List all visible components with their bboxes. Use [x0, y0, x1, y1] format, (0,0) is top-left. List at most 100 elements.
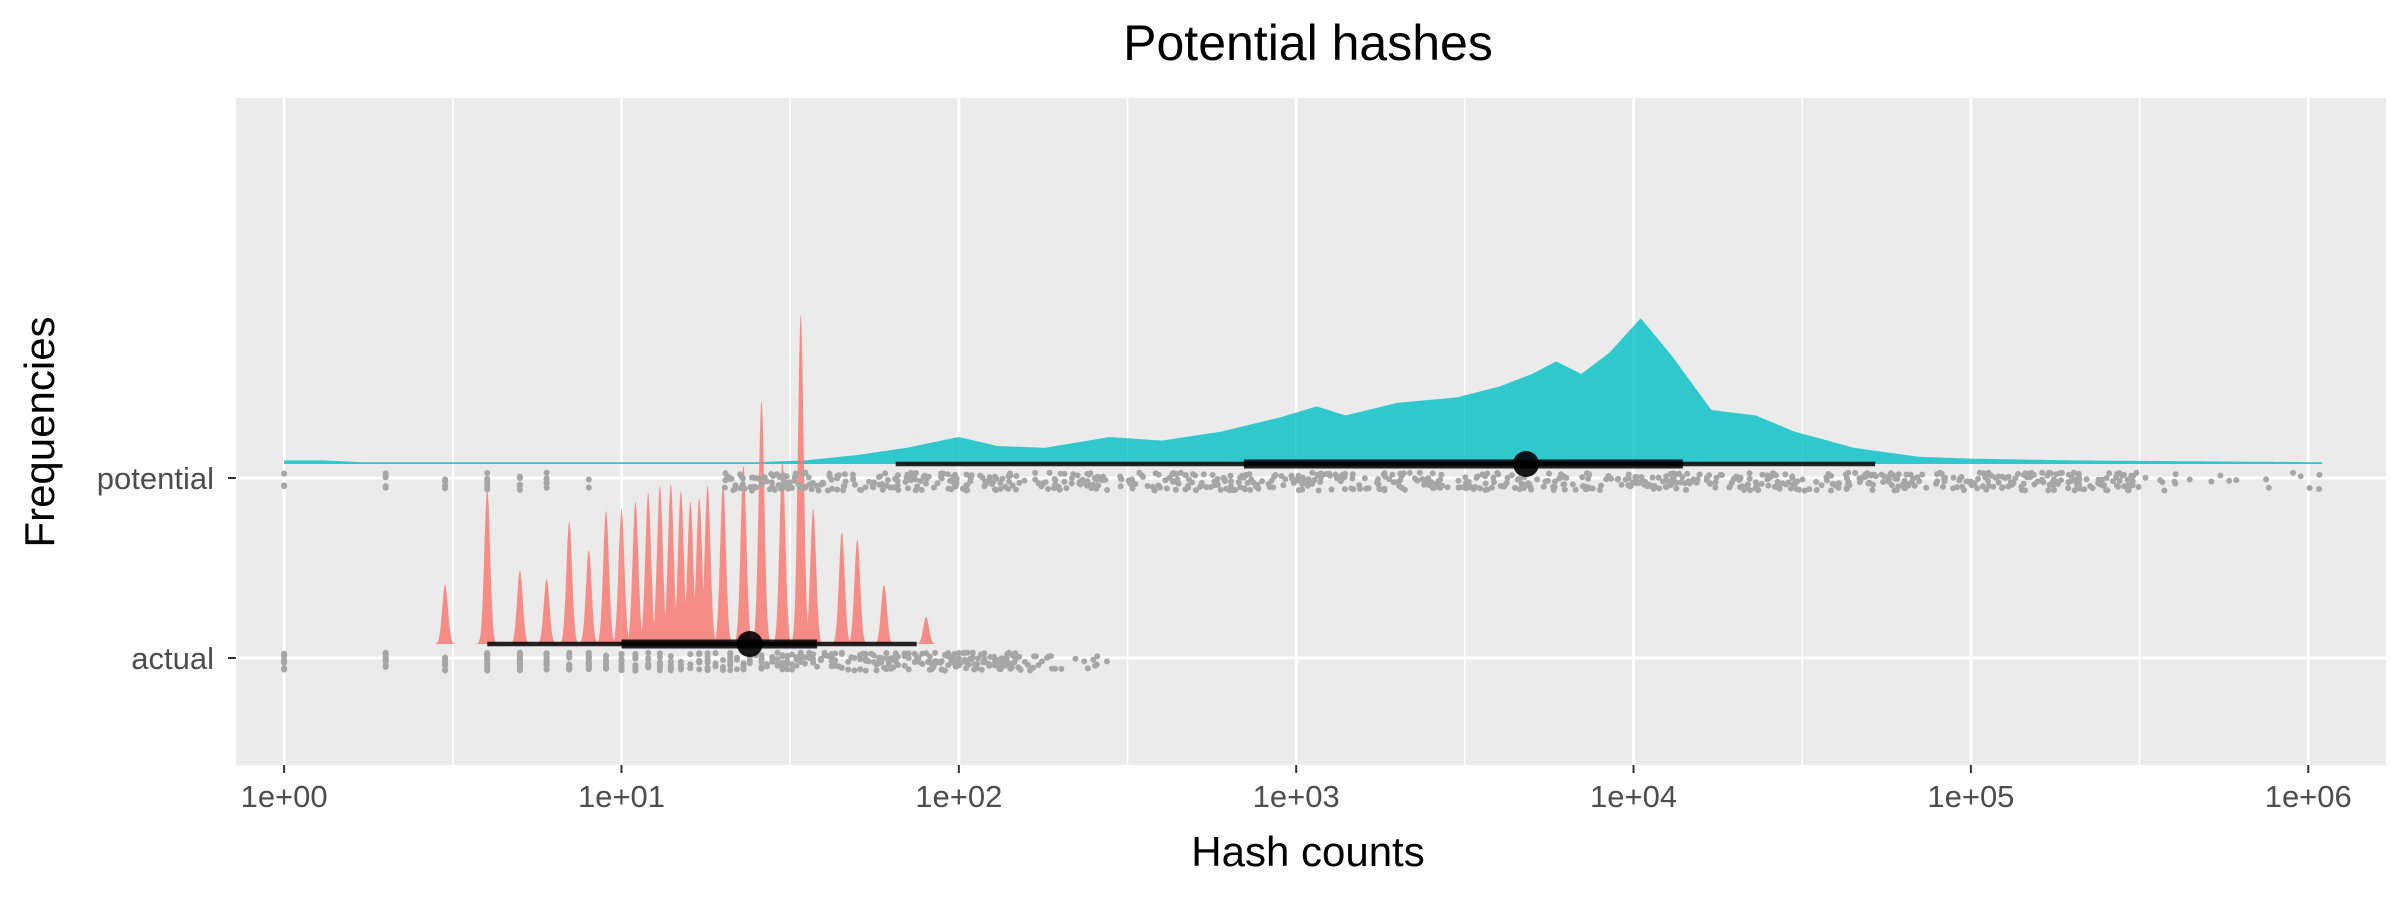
rain-point-potential: [2217, 472, 2224, 479]
rain-point-potential: [1484, 470, 1491, 477]
rain-point-potential: [1491, 479, 1497, 486]
rain-point-actual: [484, 661, 491, 668]
rain-point-potential: [1375, 476, 1382, 483]
rain-point-actual: [746, 660, 753, 667]
rain-point-potential: [1063, 485, 1070, 492]
rain-point-actual: [981, 650, 988, 657]
rain-point-potential: [1940, 483, 1946, 490]
rain-point-actual: [932, 649, 938, 656]
y-tick-label-potential: potential: [97, 461, 214, 496]
rain-point-potential: [1278, 473, 1285, 479]
rain-point-actual: [734, 666, 740, 673]
rain-point-actual: [1016, 653, 1023, 660]
rain-point-potential: [1315, 487, 1322, 494]
rain-point-actual: [618, 651, 625, 658]
rain-point-potential: [442, 477, 449, 484]
rain-point-potential: [739, 475, 746, 482]
rain-point-potential: [2015, 470, 2021, 477]
rain-point-potential: [1980, 470, 1987, 477]
rain-point-potential: [1552, 478, 1558, 485]
rain-point-actual: [998, 656, 1005, 662]
rain-point-potential: [1317, 470, 1324, 477]
rain-point-potential: [1862, 471, 1869, 478]
rain-point-potential: [1843, 486, 1850, 492]
rain-point-potential: [1759, 471, 1766, 478]
rain-point-potential: [1221, 476, 1228, 483]
rain-point-potential: [1934, 478, 1941, 485]
rain-point-potential: [986, 477, 993, 483]
rain-point-actual: [543, 650, 550, 657]
rain-point-potential: [1752, 479, 1759, 486]
rain-point-potential: [1068, 475, 1075, 481]
rain-point-actual: [911, 650, 918, 657]
rain-point-potential: [1540, 483, 1547, 490]
rain-point-actual: [892, 658, 899, 665]
rain-point-potential: [923, 480, 929, 487]
rain-point-actual: [1052, 665, 1059, 672]
rain-point-potential: [1013, 486, 1019, 493]
rain-point-potential: [2083, 476, 2090, 483]
rain-point-potential: [1796, 486, 1803, 493]
rain-point-potential: [2068, 473, 2075, 480]
rain-point-actual: [712, 663, 719, 670]
rain-point-potential: [1712, 484, 1719, 491]
rain-point-potential: [850, 475, 857, 482]
rain-point-potential: [1686, 480, 1693, 487]
rain-point-potential: [1792, 480, 1799, 487]
rain-point-potential: [2125, 482, 2132, 489]
rain-point-potential: [1401, 486, 1408, 493]
rain-point-potential: [1569, 481, 1576, 488]
rain-point-potential: [1618, 481, 1625, 488]
rain-point-potential: [925, 473, 932, 480]
rain-point-potential: [1969, 482, 1976, 489]
rain-point-potential: [1641, 481, 1648, 488]
rain-point-potential: [815, 487, 822, 494]
rain-point-actual: [845, 658, 852, 665]
rain-point-actual: [982, 659, 989, 666]
rain-point-potential: [1005, 473, 1012, 480]
rain-point-actual: [704, 666, 711, 672]
rain-point-actual: [734, 654, 740, 661]
rain-point-potential: [1416, 469, 1423, 476]
rain-point-actual: [784, 666, 791, 673]
rain-point-potential: [2039, 469, 2046, 476]
rain-point-actual: [905, 650, 912, 657]
rain-point-actual: [779, 663, 786, 670]
rain-point-potential: [1758, 480, 1765, 487]
rain-point-potential: [808, 486, 815, 493]
rain-point-potential: [1985, 470, 1992, 477]
rain-point-potential: [1381, 487, 1388, 494]
rain-point-potential: [1309, 469, 1316, 476]
rain-point-potential: [2076, 475, 2083, 482]
rain-point-actual: [991, 662, 998, 669]
rain-point-potential: [761, 474, 768, 481]
rain-point-potential: [1051, 485, 1057, 492]
rain-point-actual: [779, 652, 786, 659]
rain-point-actual: [1104, 658, 1110, 665]
rain-point-potential: [1170, 478, 1177, 485]
rain-point-actual: [969, 649, 976, 656]
rain-point-potential: [1622, 476, 1629, 483]
rain-point-actual: [484, 650, 491, 656]
rain-point-potential: [882, 470, 889, 477]
rain-point-actual: [720, 657, 726, 663]
density-clouds: [284, 315, 2323, 644]
rain-point-actual: [281, 665, 288, 672]
rain-point-potential: [1629, 479, 1636, 486]
rain-point-potential: [2050, 476, 2057, 483]
rain-point-potential: [879, 486, 886, 493]
rain-point-potential: [1455, 477, 1462, 484]
rain-point-actual: [1048, 653, 1054, 660]
rain-point-potential: [1525, 480, 1531, 487]
rain-point-potential: [1872, 473, 1879, 480]
rain-point-potential: [934, 480, 941, 487]
rain-point-potential: [1693, 479, 1700, 486]
rain-point-actual: [1090, 656, 1097, 663]
rain-point-actual: [797, 655, 804, 662]
rain-point-potential: [442, 482, 449, 489]
rain-point-potential: [516, 482, 523, 489]
rain-point-actual: [566, 654, 573, 661]
rain-point-potential: [1271, 473, 1278, 480]
rain-point-potential: [1431, 484, 1438, 491]
y-tick-label-actual: actual: [131, 641, 214, 676]
